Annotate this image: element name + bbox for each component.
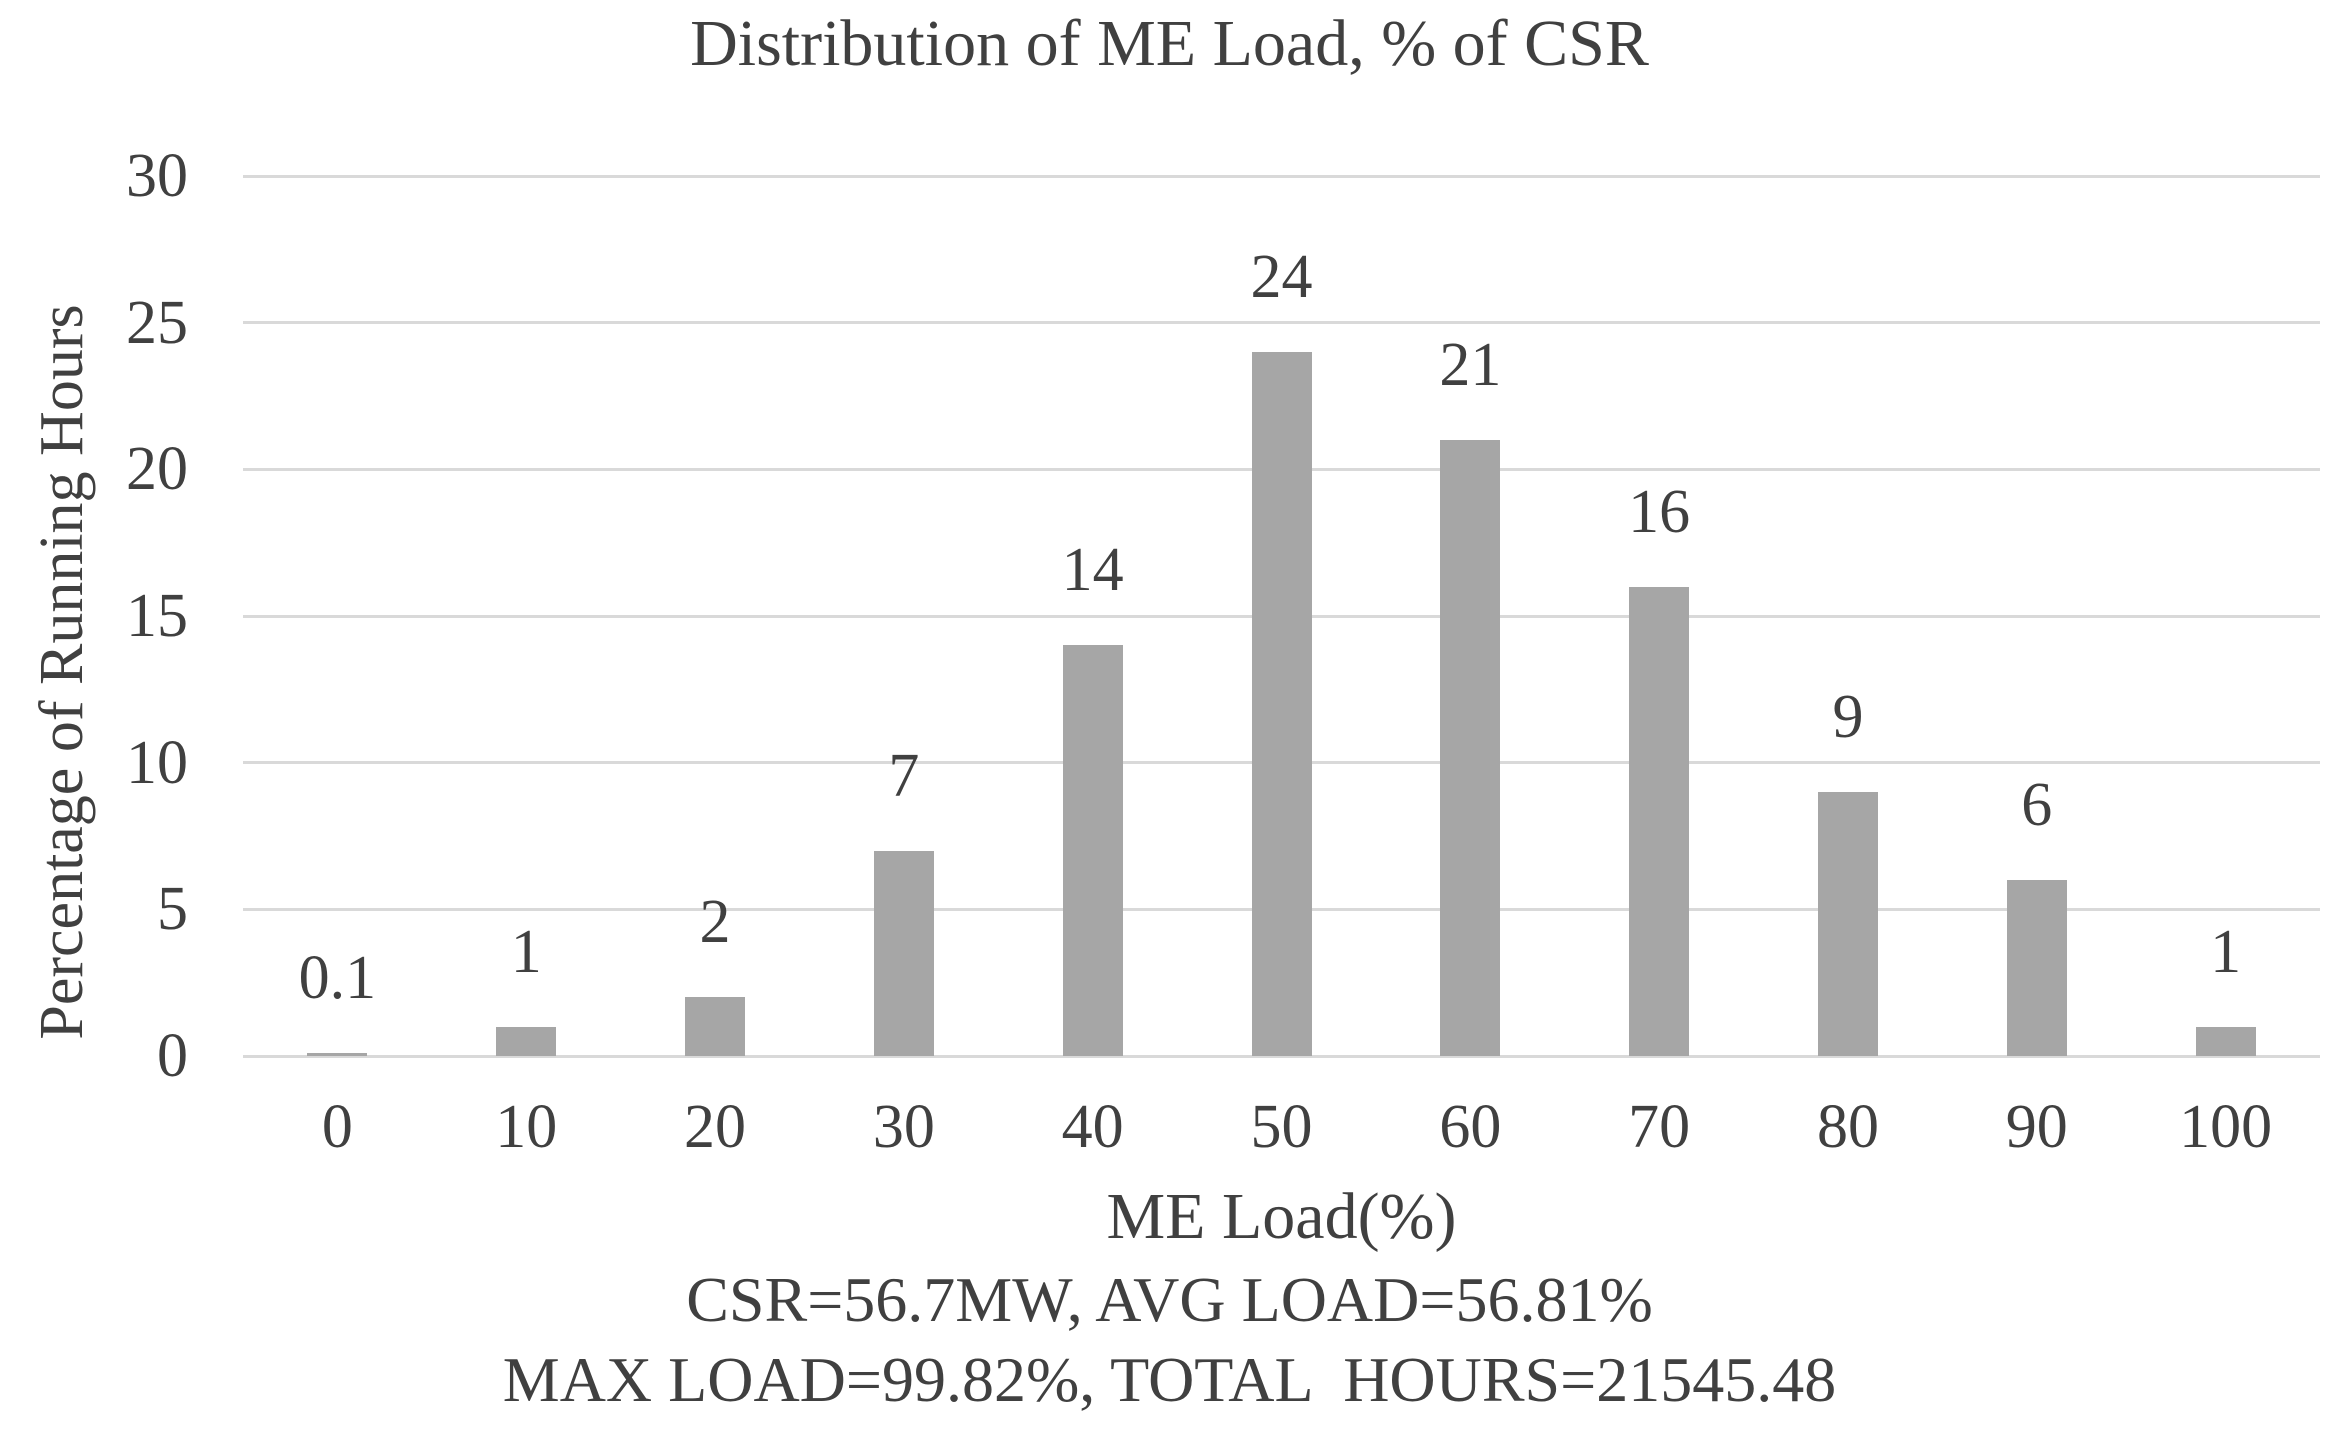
x-tick-label: 20 bbox=[684, 1093, 747, 1161]
x-tick-label: 10 bbox=[495, 1093, 558, 1161]
y-tick-label: 30 bbox=[126, 142, 188, 210]
bar-value-label: 1 bbox=[2210, 917, 2242, 986]
bar bbox=[873, 850, 934, 1056]
bar-value-label: 2 bbox=[699, 888, 731, 957]
y-axis-tick-labels: 0 5 10 15 20 25 30 bbox=[0, 145, 188, 1087]
x-tick-label: 0 bbox=[321, 1093, 353, 1161]
y-tick-label: 0 bbox=[157, 1022, 188, 1090]
y-tick-label: 10 bbox=[126, 728, 188, 797]
bar bbox=[496, 1026, 557, 1056]
annotation-csr-avg-load: CSR=56.7MW, AVG LOAD=56.81% bbox=[686, 1264, 1653, 1335]
x-tick-label: 90 bbox=[2005, 1093, 2068, 1161]
plot-area: 0.1 1 2 7 14 24 21 16 9 6 1 bbox=[243, 174, 2320, 1058]
x-tick-label: 60 bbox=[1439, 1093, 1502, 1161]
y-tick-label: 25 bbox=[126, 288, 188, 357]
y-tick-label: 5 bbox=[157, 875, 188, 944]
bar-value-label: 1 bbox=[510, 917, 542, 986]
x-tick-label: 70 bbox=[1628, 1093, 1691, 1161]
bar-value-label: 16 bbox=[1628, 477, 1691, 546]
x-tick-label: 80 bbox=[1816, 1093, 1879, 1161]
y-tick-label: 15 bbox=[126, 582, 188, 650]
chart-title: Distribution of ME Load, % of CSR bbox=[690, 7, 1649, 80]
bar bbox=[1440, 440, 1501, 1056]
bar bbox=[1062, 645, 1123, 1056]
x-tick-label: 30 bbox=[872, 1093, 935, 1161]
bar-value-label: 9 bbox=[1832, 683, 1864, 751]
annotation-max-load-total-hours: MAX LOAD=99.82%, TOTAL HOURS=21545.48 bbox=[502, 1344, 1837, 1415]
bar bbox=[1817, 792, 1878, 1056]
bar-value-label: 0.1 bbox=[298, 944, 377, 1013]
bar bbox=[1629, 586, 1690, 1056]
x-axis-line bbox=[243, 1054, 2320, 1058]
gridline bbox=[243, 174, 2320, 178]
x-axis-tick-labels: 0 10 20 30 40 50 60 70 80 90 100 bbox=[243, 1096, 2320, 1166]
x-axis-title: ME Load(%) bbox=[1106, 1180, 1457, 1253]
bar bbox=[2006, 880, 2067, 1056]
bar bbox=[2195, 1026, 2256, 1056]
gridline bbox=[243, 321, 2320, 325]
bar-value-label: 7 bbox=[888, 741, 920, 810]
bar bbox=[685, 997, 746, 1056]
bar-value-label: 21 bbox=[1439, 331, 1502, 399]
bar-value-label: 24 bbox=[1250, 243, 1313, 311]
bar-value-label: 6 bbox=[2021, 771, 2053, 839]
y-tick-label: 20 bbox=[126, 435, 188, 504]
bar bbox=[1251, 352, 1312, 1056]
bar-value-label: 14 bbox=[1061, 536, 1124, 605]
x-tick-label: 50 bbox=[1250, 1093, 1313, 1161]
bar bbox=[307, 1053, 368, 1056]
x-tick-label: 40 bbox=[1061, 1093, 1124, 1161]
x-tick-label: 100 bbox=[2179, 1093, 2273, 1161]
